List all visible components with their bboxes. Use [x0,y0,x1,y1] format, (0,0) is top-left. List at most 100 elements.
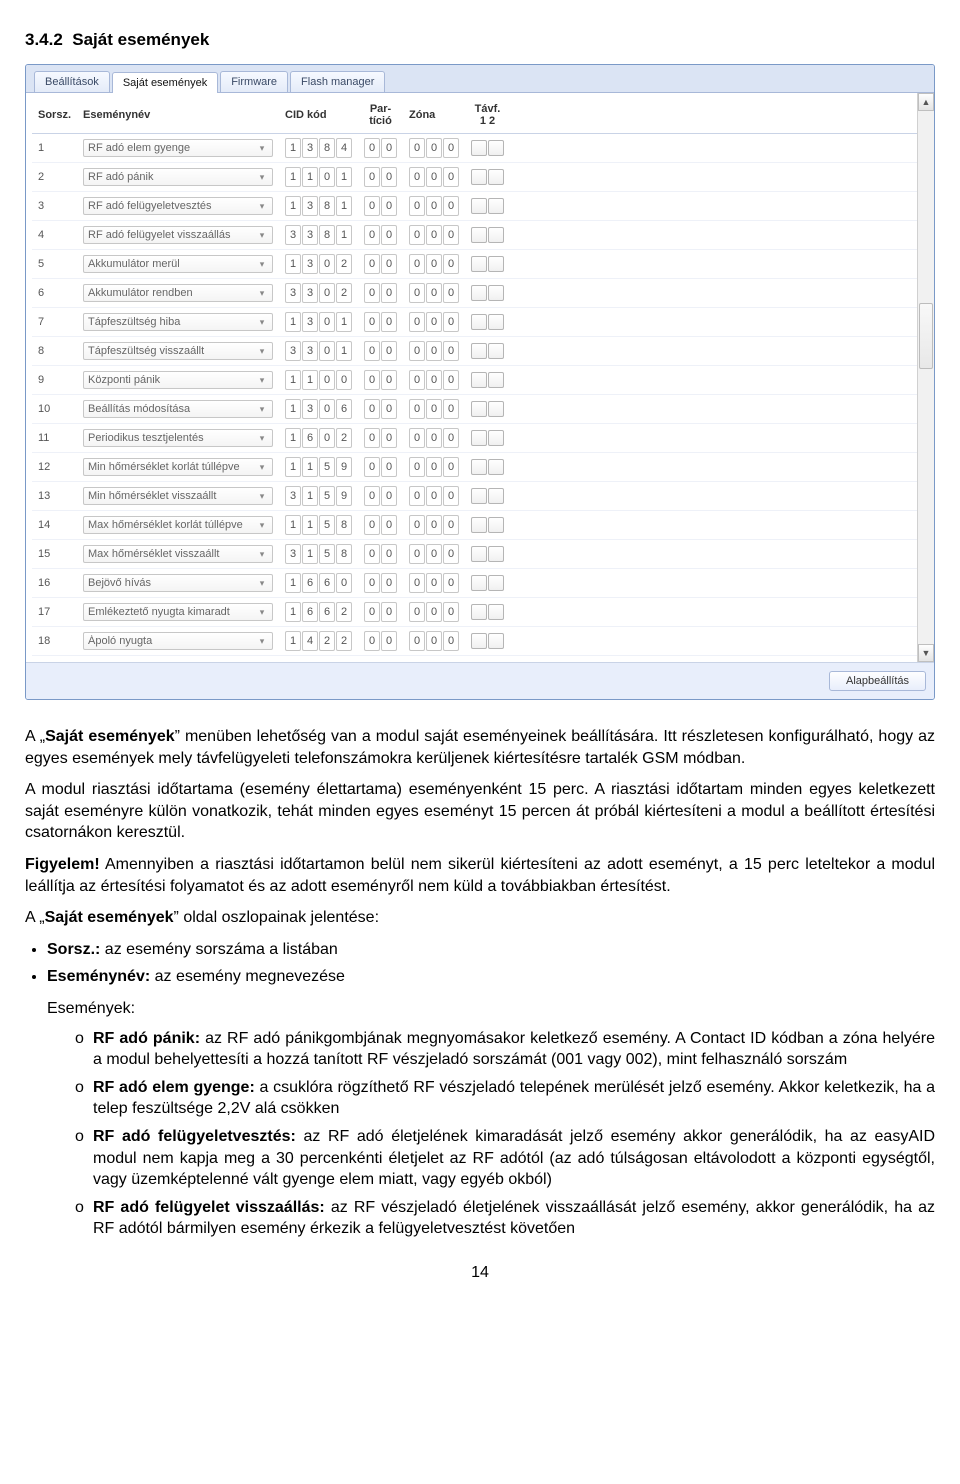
digit-input[interactable]: 5 [319,544,335,564]
event-name-select[interactable]: Akkumulátor rendben▾ [83,284,273,302]
digit-input[interactable]: 0 [443,457,459,477]
remote-monitor-checkbox-1[interactable] [471,575,487,591]
event-name-select[interactable]: Periodikus tesztjelentés▾ [83,429,273,447]
digit-input[interactable]: 0 [364,515,380,535]
remote-monitor-checkbox-1[interactable] [471,140,487,156]
digit-input[interactable]: 0 [426,283,442,303]
digit-input[interactable]: 0 [443,602,459,622]
digit-input[interactable]: 1 [302,167,318,187]
digit-input[interactable]: 0 [426,341,442,361]
event-name-select[interactable]: Min hőmérséklet korlát túllépve▾ [83,458,273,476]
digit-input[interactable]: 8 [336,515,352,535]
scroll-thumb[interactable] [919,303,933,369]
digit-input[interactable]: 3 [302,225,318,245]
digit-input[interactable]: 0 [443,573,459,593]
digit-input[interactable]: 0 [409,457,425,477]
digit-input[interactable]: 0 [409,196,425,216]
digit-input[interactable]: 0 [364,283,380,303]
remote-monitor-checkbox-1[interactable] [471,488,487,504]
digit-input[interactable]: 0 [381,428,397,448]
digit-input[interactable]: 0 [381,602,397,622]
digit-input[interactable]: 0 [443,428,459,448]
event-name-select[interactable]: RF adó felügyelet visszaállás▾ [83,226,273,244]
digit-input[interactable]: 0 [319,370,335,390]
digit-input[interactable]: 0 [381,457,397,477]
digit-input[interactable]: 1 [285,254,301,274]
digit-input[interactable]: 0 [364,196,380,216]
remote-monitor-checkbox-1[interactable] [471,227,487,243]
event-name-select[interactable]: Beállítás módosítása▾ [83,400,273,418]
remote-monitor-checkbox-2[interactable] [488,517,504,533]
digit-input[interactable]: 0 [426,515,442,535]
digit-input[interactable]: 3 [285,486,301,506]
digit-input[interactable]: 0 [364,138,380,158]
digit-input[interactable]: 0 [426,631,442,651]
remote-monitor-checkbox-2[interactable] [488,633,504,649]
digit-input[interactable]: 8 [319,138,335,158]
remote-monitor-checkbox-2[interactable] [488,198,504,214]
remote-monitor-checkbox-2[interactable] [488,372,504,388]
remote-monitor-checkbox-1[interactable] [471,314,487,330]
digit-input[interactable]: 0 [364,254,380,274]
remote-monitor-checkbox-2[interactable] [488,227,504,243]
digit-input[interactable]: 0 [426,167,442,187]
digit-input[interactable]: 0 [443,167,459,187]
digit-input[interactable]: 0 [364,370,380,390]
remote-monitor-checkbox-1[interactable] [471,285,487,301]
digit-input[interactable]: 0 [409,225,425,245]
digit-input[interactable]: 0 [443,544,459,564]
digit-input[interactable]: 1 [302,457,318,477]
remote-monitor-checkbox-1[interactable] [471,633,487,649]
digit-input[interactable]: 1 [302,370,318,390]
digit-input[interactable]: 3 [302,399,318,419]
digit-input[interactable]: 0 [409,167,425,187]
digit-input[interactable]: 0 [409,602,425,622]
digit-input[interactable]: 0 [381,631,397,651]
digit-input[interactable]: 0 [381,544,397,564]
digit-input[interactable]: 0 [381,312,397,332]
digit-input[interactable]: 9 [336,486,352,506]
digit-input[interactable]: 0 [426,254,442,274]
event-name-select[interactable]: Emlékeztető nyugta kimaradt▾ [83,603,273,621]
remote-monitor-checkbox-2[interactable] [488,546,504,562]
remote-monitor-checkbox-1[interactable] [471,401,487,417]
tab-firmware[interactable]: Firmware [220,71,288,92]
remote-monitor-checkbox-2[interactable] [488,256,504,272]
digit-input[interactable]: 2 [336,631,352,651]
remote-monitor-checkbox-2[interactable] [488,430,504,446]
digit-input[interactable]: 3 [285,283,301,303]
digit-input[interactable]: 3 [285,544,301,564]
digit-input[interactable]: 4 [336,138,352,158]
remote-monitor-checkbox-1[interactable] [471,459,487,475]
digit-input[interactable]: 0 [364,486,380,506]
event-name-select[interactable]: RF adó felügyeletvesztés▾ [83,197,273,215]
digit-input[interactable]: 1 [285,196,301,216]
digit-input[interactable]: 0 [409,370,425,390]
digit-input[interactable]: 3 [302,138,318,158]
scroll-down-icon[interactable]: ▼ [918,644,934,662]
digit-input[interactable]: 0 [426,486,442,506]
digit-input[interactable]: 5 [319,515,335,535]
digit-input[interactable]: 0 [409,341,425,361]
tab-beállítások[interactable]: Beállítások [34,71,110,92]
digit-input[interactable]: 1 [285,457,301,477]
digit-input[interactable]: 1 [285,428,301,448]
digit-input[interactable]: 0 [336,370,352,390]
remote-monitor-checkbox-1[interactable] [471,430,487,446]
digit-input[interactable]: 0 [364,602,380,622]
event-name-select[interactable]: Max hőmérséklet korlát túllépve▾ [83,516,273,534]
digit-input[interactable]: 0 [443,196,459,216]
digit-input[interactable]: 0 [381,167,397,187]
digit-input[interactable]: 0 [426,312,442,332]
digit-input[interactable]: 3 [285,225,301,245]
digit-input[interactable]: 0 [443,254,459,274]
remote-monitor-checkbox-1[interactable] [471,604,487,620]
remote-monitor-checkbox-2[interactable] [488,140,504,156]
digit-input[interactable]: 0 [409,312,425,332]
remote-monitor-checkbox-1[interactable] [471,169,487,185]
digit-input[interactable]: 0 [319,428,335,448]
digit-input[interactable]: 0 [426,399,442,419]
digit-input[interactable]: 0 [364,631,380,651]
digit-input[interactable]: 0 [381,515,397,535]
digit-input[interactable]: 0 [336,573,352,593]
